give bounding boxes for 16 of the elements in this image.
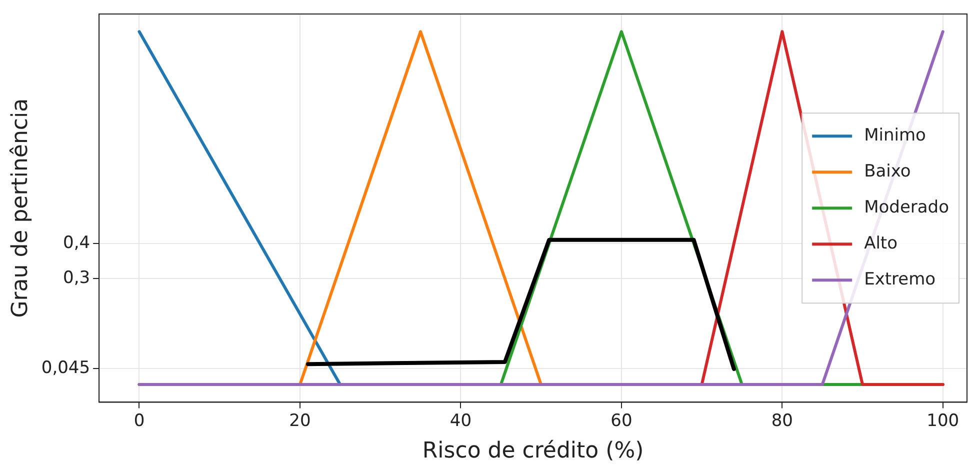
legend-label: Minimo (864, 126, 926, 146)
y-tick-label: 0,4 (63, 232, 90, 253)
x-tick-label: 80 (771, 410, 793, 431)
legend-label: Baixo (864, 162, 911, 182)
legend-label: Alto (864, 234, 898, 254)
x-tick-label: 0 (134, 410, 145, 431)
legend-label: Extremo (864, 270, 936, 290)
x-tick-label: 20 (289, 410, 311, 431)
y-tick-label: 0,3 (63, 268, 90, 288)
y-tick-label: 0,045 (41, 358, 90, 378)
y-axis-title: Grau de pertinência (8, 98, 33, 318)
x-tick-label: 60 (610, 410, 632, 431)
x-axis-title: Risco de crédito (%) (422, 438, 644, 464)
x-tick-label: 100 (926, 410, 960, 431)
legend-label: Moderado (864, 198, 950, 218)
x-tick-label: 40 (450, 410, 472, 431)
